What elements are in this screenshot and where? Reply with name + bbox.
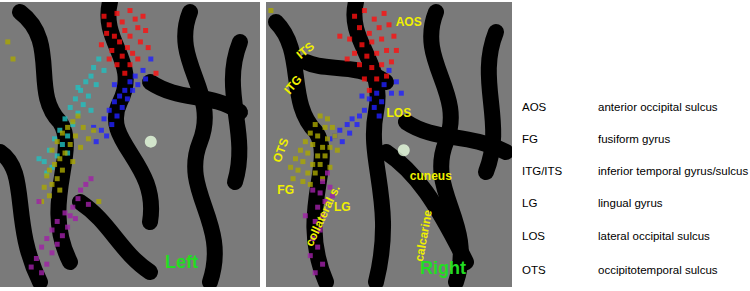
svg-text:collateral s.: collateral s. [302,183,343,249]
html-text:Left: Left [165,252,198,272]
html-text:Right: Right [420,258,466,278]
svg-text:LOS: LOS [387,106,412,120]
html-text:lateral occipital sulcus: lateral occipital sulcus [598,230,710,242]
svg-text:FG: FG [277,183,294,197]
svg-text:OTS: OTS [270,136,292,164]
html-text:fusiform gyrus: fusiform gyrus [598,133,671,145]
html-text:lingual gyrus: lingual gyrus [598,197,663,209]
svg-text:ITS: ITS [294,39,317,62]
svg-text:calcarine: calcarine [412,209,435,263]
html-text:FG: FG [522,133,538,145]
html-text:OTS: OTS [522,264,546,276]
html-text:occipitotemporal sulcus: occipitotemporal sulcus [598,264,718,276]
html-text:AOS: AOS [522,101,547,113]
html-text:LG: LG [522,197,538,209]
svg-text:AOS: AOS [396,15,422,29]
html-text:LOS: LOS [522,230,545,242]
html-text:ITG/ITS: ITG/ITS [522,165,563,177]
svg-text:ITG: ITG [281,72,305,96]
html-text:anterior occipital sulcus: anterior occipital sulcus [598,101,718,113]
svg-text:cuneus: cuneus [410,169,452,183]
svg-text:LG: LG [334,200,351,214]
html-text:inferior temporal gyrus/sulcus: inferior temporal gyrus/sulcus [598,165,749,177]
